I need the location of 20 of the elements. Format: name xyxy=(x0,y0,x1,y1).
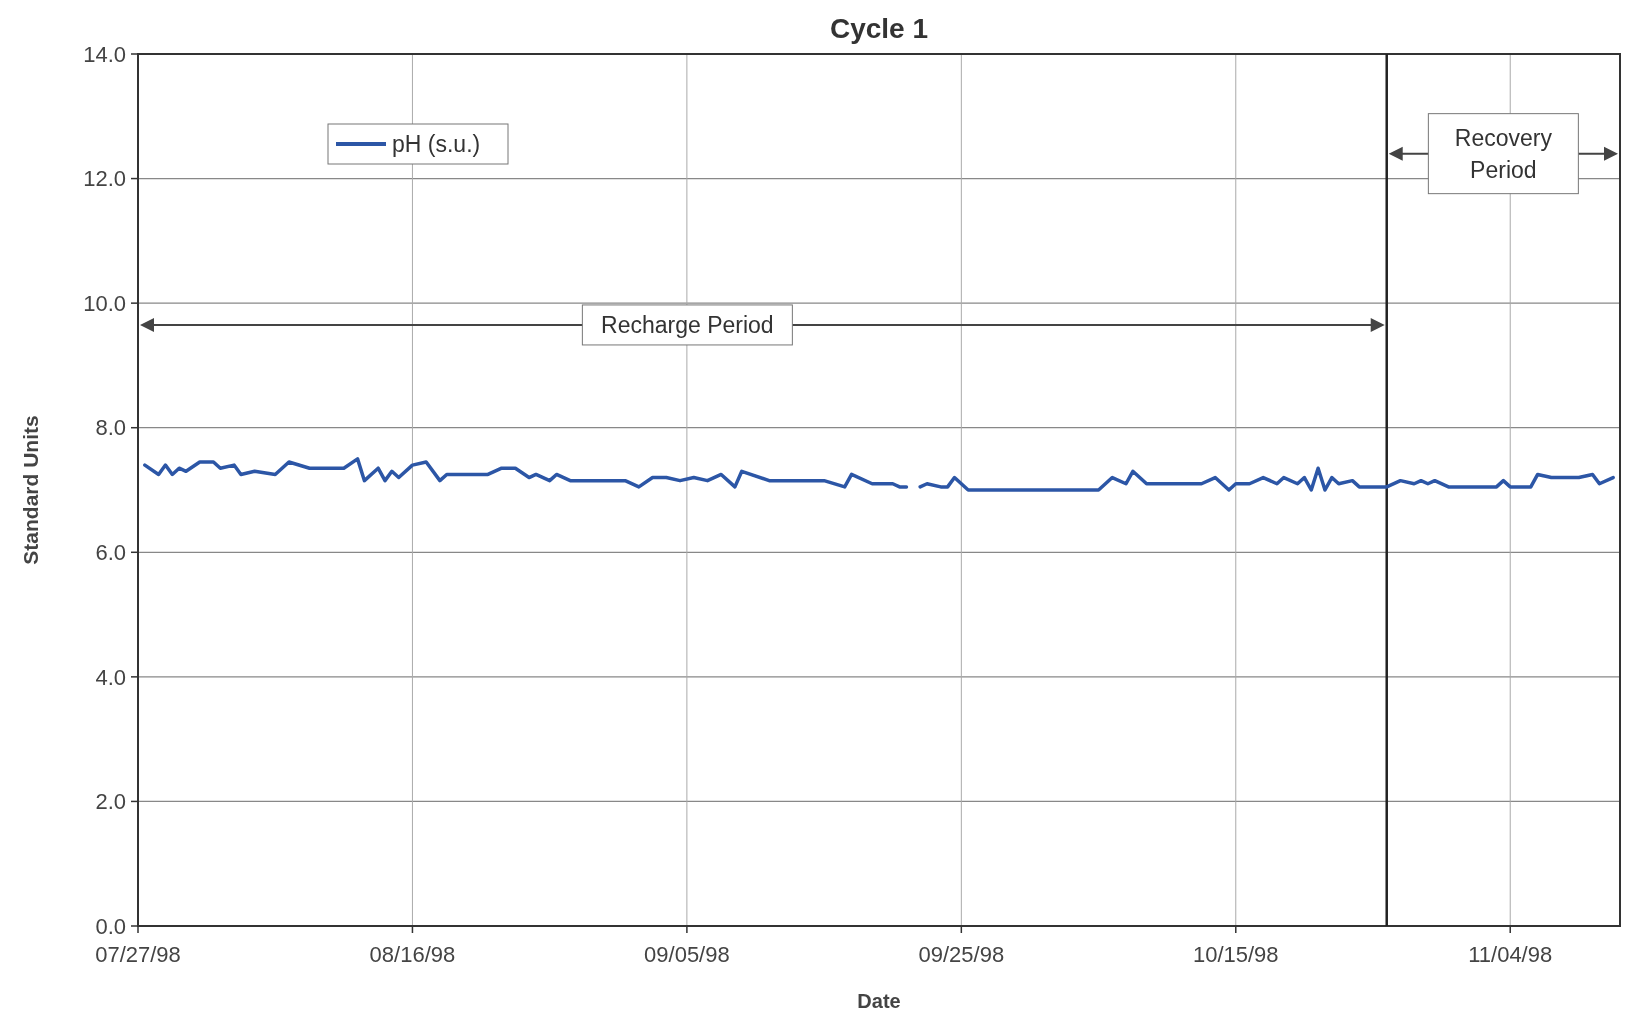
x-axis-title: Date xyxy=(857,990,901,1012)
y-tick-label: 0.0 xyxy=(95,913,126,939)
x-tick-label: 07/27/98 xyxy=(95,942,181,967)
y-tick-label: 6.0 xyxy=(95,539,126,565)
y-tick-label: 10.0 xyxy=(83,290,126,316)
legend-label: pH (s.u.) xyxy=(392,131,481,158)
x-tick-label: 09/25/98 xyxy=(918,942,1005,967)
x-tick-label: 11/04/98 xyxy=(1468,942,1553,967)
y-tick-label: 2.0 xyxy=(95,789,126,815)
chart-title: Cycle 1 xyxy=(829,13,929,44)
y-axis-title: Standard Units xyxy=(19,415,42,565)
annotation: Recharge Period xyxy=(601,311,774,338)
y-tick-label: 4.0 xyxy=(95,664,126,690)
x-tick-label: 09/05/98 xyxy=(644,942,730,967)
y-tick-label: 14.0 xyxy=(83,41,126,67)
y-tick-label: 12.0 xyxy=(83,166,126,192)
annotation: Recovery Period xyxy=(1454,124,1553,183)
x-tick-label: 10/15/98 xyxy=(1192,942,1279,967)
y-tick-label: 8.0 xyxy=(95,415,126,441)
x-tick-label: 08/16/98 xyxy=(369,942,456,967)
